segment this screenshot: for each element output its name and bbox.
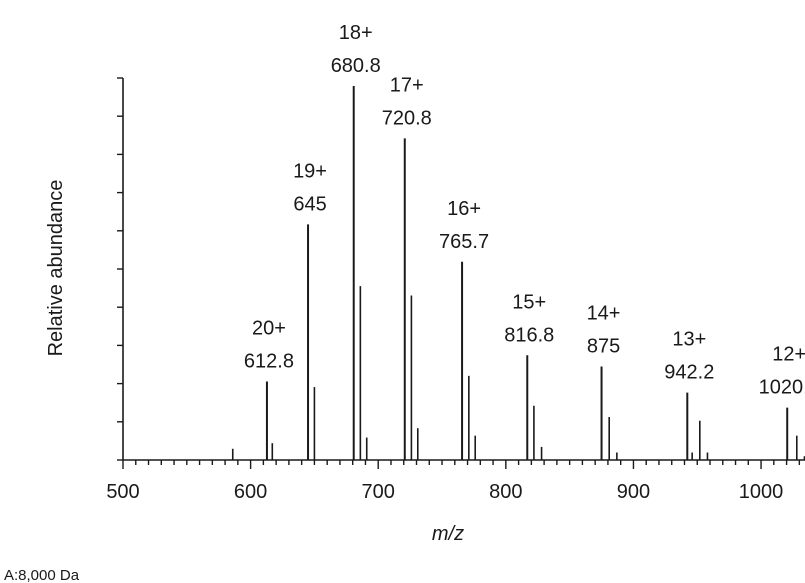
x-tick-labels: 50060070080090010001100 <box>106 481 784 503</box>
peak-mz-label: 816.8 <box>504 324 554 346</box>
peak-charge-label: 15+ <box>512 291 546 313</box>
main-peaks <box>265 86 789 460</box>
x-axis-label: m/z <box>432 523 464 545</box>
peak-charge-label: 19+ <box>293 160 327 182</box>
x-tick-label: 900 <box>617 481 650 503</box>
minor-peaks <box>231 286 805 460</box>
y-axis-label: Relative abundance <box>45 180 67 357</box>
x-tick-label: 600 <box>234 481 267 503</box>
y-axis-ticks <box>117 77 123 461</box>
peak-charge-label: 18+ <box>339 22 373 44</box>
peak-mz-label: 765.7 <box>439 231 489 253</box>
peak-labels: 20+ 612.8 19+ 645 18+ 680.8 17+ 720.8 16+ 765.7 15… <box>244 22 805 399</box>
peak-mz-label: 612.8 <box>244 350 294 372</box>
x-tick-label: 1000 <box>739 481 784 503</box>
peak-mz-label: 680.8 <box>331 55 381 77</box>
axes <box>122 78 805 461</box>
peak-mz-label: 1020.5 <box>759 377 805 399</box>
peak-charge-label: 20+ <box>252 317 286 339</box>
peak-mz-label: 645 <box>293 193 326 215</box>
peak-charge-label: 13+ <box>672 329 706 351</box>
peak-charge-label: 12+ <box>772 344 805 366</box>
peak-charge-label: 17+ <box>390 74 424 96</box>
peak-mz-label: 875 <box>587 336 620 358</box>
x-axis-ticks <box>122 460 801 469</box>
peak-charge-label: 16+ <box>447 198 481 220</box>
x-tick-label: 500 <box>106 481 139 503</box>
figure-caption: A:8,000 Da <box>4 567 80 583</box>
peak-charge-label: 14+ <box>587 303 621 325</box>
x-tick-label: 700 <box>362 481 395 503</box>
peak-mz-label: 720.8 <box>382 107 432 129</box>
x-tick-label: 800 <box>489 481 522 503</box>
peak-mz-label: 942.2 <box>664 362 714 384</box>
